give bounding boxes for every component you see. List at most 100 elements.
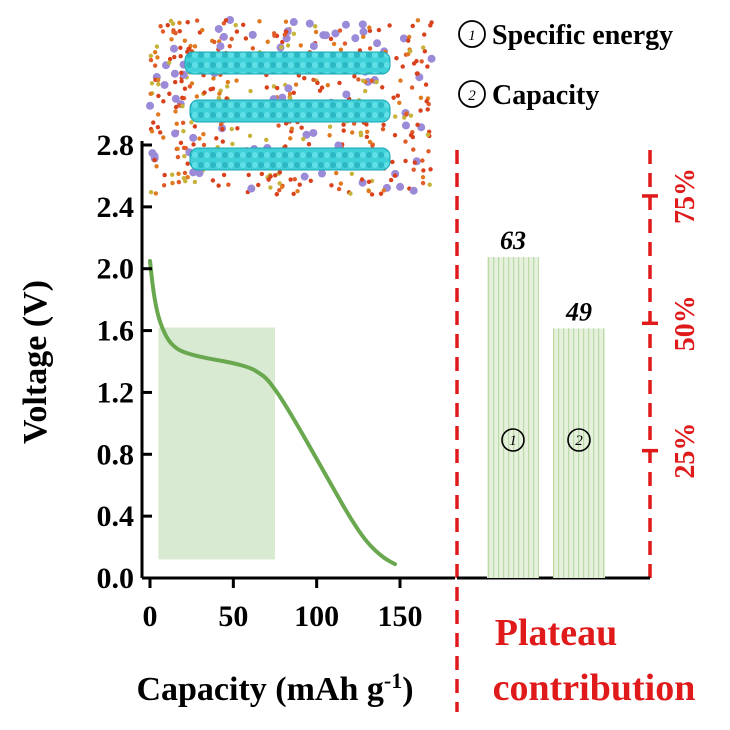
atom-dot [197,136,202,141]
atom-dot [161,135,166,140]
atom-dot [177,20,182,25]
atom-dot [408,48,413,54]
atom-dot [235,126,240,131]
plateau-contribution-chart: 63 1 49 2 25% 50% 75% Plateau contribution [455,150,701,712]
atom-dot [342,90,351,99]
atom-dot [392,173,398,178]
atom-dot [230,141,235,147]
atom-dot [276,123,281,128]
atom-dot [212,39,217,45]
atom-dot [300,172,309,181]
atom-dot [425,132,431,137]
atom-dot [391,95,396,100]
atom-dot [179,70,184,76]
atom-dot [415,122,420,128]
atom-dot [400,64,405,69]
atom-dot [291,31,297,37]
atom-dot [313,24,318,29]
y-tick-label: 2.8 [97,129,135,162]
atom-dot [311,77,316,83]
structure-inset [146,16,436,198]
x-tick-label: 0 [143,600,158,633]
atom-dot [182,170,188,176]
atom-dot [226,182,231,187]
atom-dot [274,192,280,197]
atom-dot [181,145,187,151]
atom-dot [148,57,154,63]
atom-dot [309,42,318,51]
atom-dot [180,120,186,126]
atom-dot [280,39,285,45]
legend-marker-number: 2 [468,88,476,104]
atom-dot [192,44,198,49]
atom-dot [395,93,401,98]
atom-dot [341,20,350,29]
atom-dot [161,183,167,188]
atom-dot [394,55,399,61]
atom-dot [418,95,424,101]
atom-dot [408,113,414,118]
atom-dot [308,178,313,184]
atom-dot [282,32,288,37]
atom-dot [149,129,155,134]
atom-dot [171,129,180,138]
atom-dot [210,178,216,183]
atom-dot [155,124,161,130]
atom-dot [148,190,154,195]
atom-dot [152,63,158,68]
plateau-shaded-region [158,327,275,560]
atom-dot [360,78,366,83]
atom-dot [187,46,192,51]
atom-dot [349,130,355,135]
atom-dot [210,86,216,91]
atom-dot [387,23,392,28]
atom-dot [396,182,405,191]
legend-text: Specific energy [492,20,673,51]
material-layer [184,51,391,75]
x-axis-label: Capacity (mAh g-1) [136,668,413,708]
atom-dot [149,81,155,86]
atom-dot [398,78,403,83]
atom-dot [155,55,160,60]
x-axis-label-close: ) [402,671,413,708]
atom-dot [309,128,318,137]
atom-dot [414,58,419,64]
atom-dot [423,82,429,87]
atom-dot [331,41,337,47]
atom-dot [185,161,190,166]
atom-dot [264,85,269,90]
atom-dot [420,158,425,163]
atom-dot [422,49,428,54]
atom-dot [420,180,426,186]
atom-dot [169,172,175,177]
atom-dot [283,19,289,24]
atom-dot [287,95,293,101]
bar-value-label: 49 [565,297,592,326]
atom-dot [406,34,412,40]
atom-dot [306,142,312,147]
atom-dot [153,191,159,196]
atom-dot [177,28,182,34]
atom-dot [406,38,411,43]
atom-dot [299,125,304,130]
atom-dot [273,173,278,178]
atom-dot [165,22,170,28]
atom-dot [225,84,230,89]
atom-dot [243,36,249,41]
atom-dot [341,128,346,133]
voltage-profile-chart: 0.0 0.4 0.8 1.2 1.6 2.0 2.4 2.8 0 50 100 150 Volta… [17,129,455,708]
atom-dot [327,133,332,138]
atom-dot [277,170,283,175]
atom-dot [291,90,296,95]
atom-dot [189,133,198,142]
atom-dot [170,69,179,78]
atom-dot [152,49,158,55]
atom-dot [381,188,387,193]
atom-dot [178,45,183,51]
atom-dot [427,54,436,63]
atom-dot [336,186,342,192]
atom-dot [216,183,221,188]
atom-dot [189,168,198,177]
atom-dot [268,174,273,179]
atom-dot [328,36,334,42]
